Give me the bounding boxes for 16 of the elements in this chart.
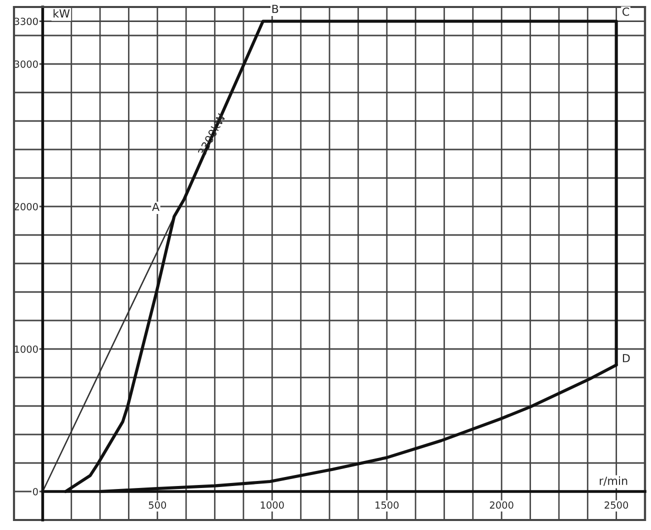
annotation: B	[272, 4, 278, 13]
x-tick-label: 2000	[490, 501, 514, 509]
x-tick-label: 1000	[260, 501, 284, 509]
y-axis-title: kW	[54, 9, 70, 18]
annotation: D	[622, 354, 630, 362]
y-tick-label: 0	[32, 488, 38, 496]
x-tick-label: 2500	[604, 501, 628, 509]
x-tick-label: 500	[148, 501, 166, 509]
y-tick-label: 3300	[14, 18, 38, 26]
annotation: A	[152, 202, 160, 211]
x-tick-label: 1500	[376, 501, 399, 509]
y-tick-label: 3000	[14, 60, 38, 68]
y-tick-label: 1000	[14, 345, 38, 353]
annotation: C	[622, 7, 630, 16]
x-axis-title: r/min	[600, 476, 628, 486]
y-tick-label: 2000	[14, 202, 38, 210]
